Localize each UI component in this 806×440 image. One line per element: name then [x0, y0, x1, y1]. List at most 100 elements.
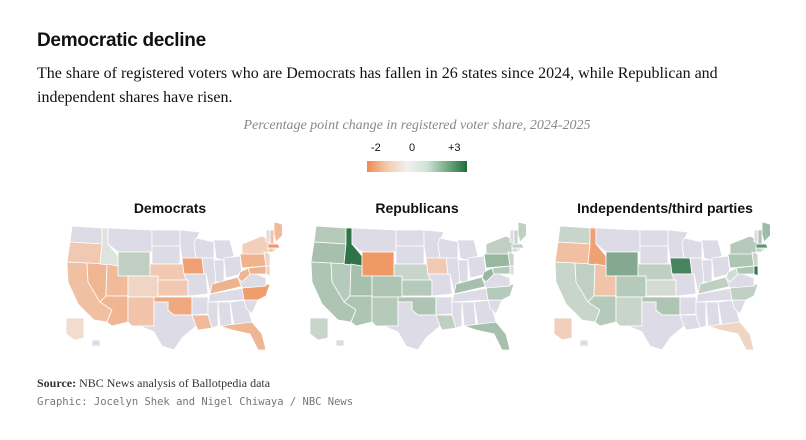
state-co: [615, 275, 647, 298]
state-tx: [139, 301, 197, 350]
state-sd: [395, 245, 425, 265]
state-tx: [383, 301, 441, 350]
state-mo: [427, 273, 453, 297]
state-ar: [190, 296, 209, 316]
state-ar: [434, 296, 453, 316]
state-ct: [267, 247, 275, 253]
state-de: [509, 265, 515, 277]
state-in: [457, 259, 469, 283]
state-mt: [351, 227, 397, 253]
legend-tick-min: -2: [371, 142, 381, 154]
state-nm: [371, 296, 399, 327]
state-sd: [639, 245, 669, 265]
state-ia: [669, 257, 693, 275]
state-wi: [437, 237, 459, 259]
state-nd: [639, 229, 669, 247]
state-or: [310, 241, 347, 265]
state-co: [127, 275, 159, 298]
state-hi: [91, 339, 101, 347]
state-sd: [151, 245, 181, 265]
state-ks: [157, 279, 189, 297]
state-hi: [335, 339, 345, 347]
state-wa: [69, 225, 103, 245]
state-la: [435, 314, 457, 331]
state-mo: [183, 273, 209, 297]
state-in: [213, 259, 225, 283]
state-me: [517, 222, 526, 243]
state-ms: [695, 301, 707, 329]
state-me: [273, 222, 282, 243]
state-nd: [395, 229, 425, 247]
state-ar: [678, 296, 697, 316]
state-nh: [513, 229, 519, 245]
state-wa: [557, 225, 591, 245]
source-line: Source: NBC News analysis of Ballotpedia…: [37, 376, 270, 391]
source-label: Source:: [37, 376, 77, 390]
state-wy: [605, 251, 639, 277]
state-in: [701, 259, 713, 283]
state-nj: [507, 251, 515, 267]
state-la: [191, 314, 213, 331]
state-wi: [193, 237, 215, 259]
state-wi: [681, 237, 703, 259]
state-hi: [579, 339, 589, 347]
state-ak: [309, 317, 329, 341]
state-oh: [223, 255, 243, 279]
legend-tick-zero: 0: [409, 142, 416, 154]
legend-title: Percentage point change in registered vo…: [243, 118, 591, 133]
state-wv: [237, 267, 251, 283]
state-al: [217, 301, 233, 327]
state-al: [461, 301, 477, 327]
state-wy: [361, 251, 395, 277]
legend-tick-max: +3: [448, 142, 461, 154]
panel-title-independents: Independents/third parties: [577, 200, 753, 216]
graphic-credit: Graphic: Jocelyn Shek and Nigel Chiwaya …: [37, 396, 354, 408]
panel-title-democrats: Democrats: [133, 200, 207, 216]
state-wa: [313, 225, 347, 245]
state-la: [679, 314, 701, 331]
state-ct: [511, 247, 519, 253]
state-ia: [425, 257, 449, 275]
state-ma: [267, 243, 281, 249]
state-nj: [751, 251, 759, 267]
map-republicans: [309, 222, 526, 350]
state-fl: [463, 321, 511, 350]
state-ks: [401, 279, 433, 297]
state-mt: [107, 227, 153, 253]
state-mt: [595, 227, 641, 253]
state-me: [761, 222, 770, 243]
source-text: NBC News analysis of Ballotpedia data: [79, 376, 271, 390]
state-al: [705, 301, 721, 327]
state-wy: [117, 251, 151, 277]
state-fl: [219, 321, 267, 350]
state-wv: [725, 267, 739, 283]
state-vt: [509, 229, 515, 243]
state-tx: [627, 301, 685, 350]
state-ma: [755, 243, 769, 249]
state-nm: [615, 296, 643, 327]
chart-subtitle: The share of registered voters who are D…: [37, 65, 718, 106]
state-de: [753, 265, 759, 277]
state-nj: [263, 251, 271, 267]
state-ks: [645, 279, 677, 297]
state-nm: [127, 296, 155, 327]
state-ak: [65, 317, 85, 341]
state-wv: [481, 267, 495, 283]
state-de: [265, 265, 271, 277]
state-vt: [265, 229, 271, 243]
panel-title-republicans: Republicans: [375, 200, 459, 216]
state-oh: [467, 255, 487, 279]
state-ak: [553, 317, 573, 341]
state-ct: [755, 247, 763, 253]
state-co: [371, 275, 403, 298]
map-independents: [553, 222, 770, 350]
legend-color-scale: [367, 161, 467, 172]
state-ms: [451, 301, 463, 329]
state-nh: [757, 229, 763, 245]
state-ma: [511, 243, 525, 249]
state-ms: [207, 301, 219, 329]
state-ia: [181, 257, 205, 275]
chart-title: Democratic decline: [37, 30, 206, 51]
map-democrats: [65, 222, 282, 350]
state-or: [554, 241, 591, 265]
